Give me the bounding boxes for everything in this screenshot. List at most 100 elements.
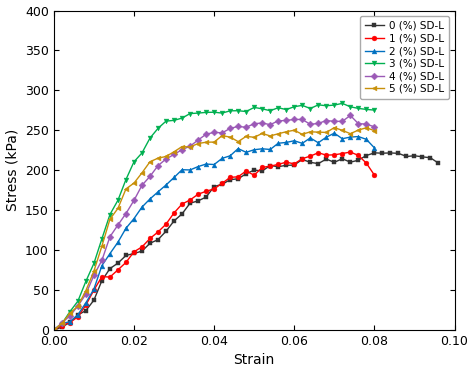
1 (%) SD-L (107, 275, 113, 279)
0 (%) SD-L (292, 163, 297, 167)
2 (%) SD-L (283, 140, 289, 145)
2 (%) SD-L (364, 137, 369, 142)
2 (%) SD-L (275, 141, 281, 145)
4 (%) SD-L (179, 147, 185, 152)
1 (%) SD-L (323, 153, 329, 157)
5 (%) SD-L (228, 135, 233, 140)
3 (%) SD-L (364, 107, 369, 112)
3 (%) SD-L (75, 299, 81, 303)
3 (%) SD-L (179, 116, 185, 120)
4 (%) SD-L (228, 126, 233, 131)
5 (%) SD-L (339, 128, 345, 132)
1 (%) SD-L (163, 222, 169, 226)
0 (%) SD-L (275, 164, 281, 169)
1 (%) SD-L (83, 303, 89, 307)
0 (%) SD-L (411, 154, 417, 158)
4 (%) SD-L (323, 118, 329, 123)
5 (%) SD-L (179, 144, 185, 149)
0 (%) SD-L (315, 162, 321, 166)
3 (%) SD-L (228, 109, 233, 113)
3 (%) SD-L (251, 105, 257, 110)
3 (%) SD-L (243, 109, 249, 114)
1 (%) SD-L (99, 275, 105, 279)
4 (%) SD-L (219, 131, 225, 135)
2 (%) SD-L (147, 197, 153, 201)
4 (%) SD-L (195, 138, 201, 142)
4 (%) SD-L (155, 163, 161, 168)
0 (%) SD-L (339, 156, 345, 161)
1 (%) SD-L (123, 260, 129, 265)
5 (%) SD-L (300, 132, 305, 137)
0 (%) SD-L (372, 151, 377, 155)
2 (%) SD-L (155, 189, 161, 194)
3 (%) SD-L (107, 212, 113, 217)
0 (%) SD-L (388, 151, 393, 155)
1 (%) SD-L (75, 314, 81, 319)
2 (%) SD-L (251, 147, 257, 152)
1 (%) SD-L (115, 267, 121, 272)
2 (%) SD-L (171, 175, 177, 180)
4 (%) SD-L (283, 118, 289, 123)
1 (%) SD-L (155, 230, 161, 234)
5 (%) SD-L (131, 181, 137, 185)
0 (%) SD-L (228, 178, 233, 182)
4 (%) SD-L (235, 124, 241, 129)
0 (%) SD-L (356, 158, 361, 162)
0 (%) SD-L (219, 182, 225, 186)
4 (%) SD-L (372, 125, 377, 129)
5 (%) SD-L (235, 140, 241, 144)
0 (%) SD-L (323, 157, 329, 161)
0 (%) SD-L (179, 211, 185, 216)
3 (%) SD-L (267, 109, 273, 113)
1 (%) SD-L (187, 198, 193, 202)
3 (%) SD-L (211, 110, 217, 115)
Line: 2 (%) SD-L: 2 (%) SD-L (51, 131, 377, 332)
4 (%) SD-L (187, 144, 193, 148)
3 (%) SD-L (187, 111, 193, 116)
0 (%) SD-L (115, 261, 121, 265)
4 (%) SD-L (139, 183, 145, 188)
5 (%) SD-L (187, 145, 193, 149)
0 (%) SD-L (139, 249, 145, 253)
1 (%) SD-L (91, 288, 97, 292)
1 (%) SD-L (372, 173, 377, 177)
2 (%) SD-L (243, 150, 249, 154)
0 (%) SD-L (380, 151, 385, 156)
1 (%) SD-L (59, 323, 65, 328)
5 (%) SD-L (315, 130, 321, 134)
Line: 5 (%) SD-L: 5 (%) SD-L (51, 125, 377, 332)
5 (%) SD-L (171, 150, 177, 154)
4 (%) SD-L (308, 122, 313, 126)
5 (%) SD-L (243, 134, 249, 139)
2 (%) SD-L (323, 135, 329, 140)
0 (%) SD-L (99, 278, 105, 283)
4 (%) SD-L (339, 119, 345, 123)
1 (%) SD-L (51, 328, 57, 332)
1 (%) SD-L (139, 245, 145, 249)
3 (%) SD-L (315, 103, 321, 107)
5 (%) SD-L (155, 156, 161, 160)
2 (%) SD-L (107, 251, 113, 256)
4 (%) SD-L (356, 121, 361, 126)
1 (%) SD-L (179, 202, 185, 206)
2 (%) SD-L (331, 131, 337, 135)
2 (%) SD-L (115, 240, 121, 244)
5 (%) SD-L (267, 134, 273, 138)
2 (%) SD-L (235, 146, 241, 151)
2 (%) SD-L (308, 136, 313, 140)
2 (%) SD-L (300, 141, 305, 145)
3 (%) SD-L (372, 108, 377, 112)
1 (%) SD-L (131, 250, 137, 254)
2 (%) SD-L (259, 147, 265, 151)
4 (%) SD-L (59, 321, 65, 325)
1 (%) SD-L (339, 151, 345, 156)
3 (%) SD-L (300, 103, 305, 107)
0 (%) SD-L (403, 154, 409, 159)
2 (%) SD-L (339, 137, 345, 141)
1 (%) SD-L (147, 236, 153, 241)
3 (%) SD-L (292, 104, 297, 109)
5 (%) SD-L (115, 206, 121, 211)
1 (%) SD-L (300, 156, 305, 161)
2 (%) SD-L (75, 313, 81, 317)
1 (%) SD-L (356, 153, 361, 158)
